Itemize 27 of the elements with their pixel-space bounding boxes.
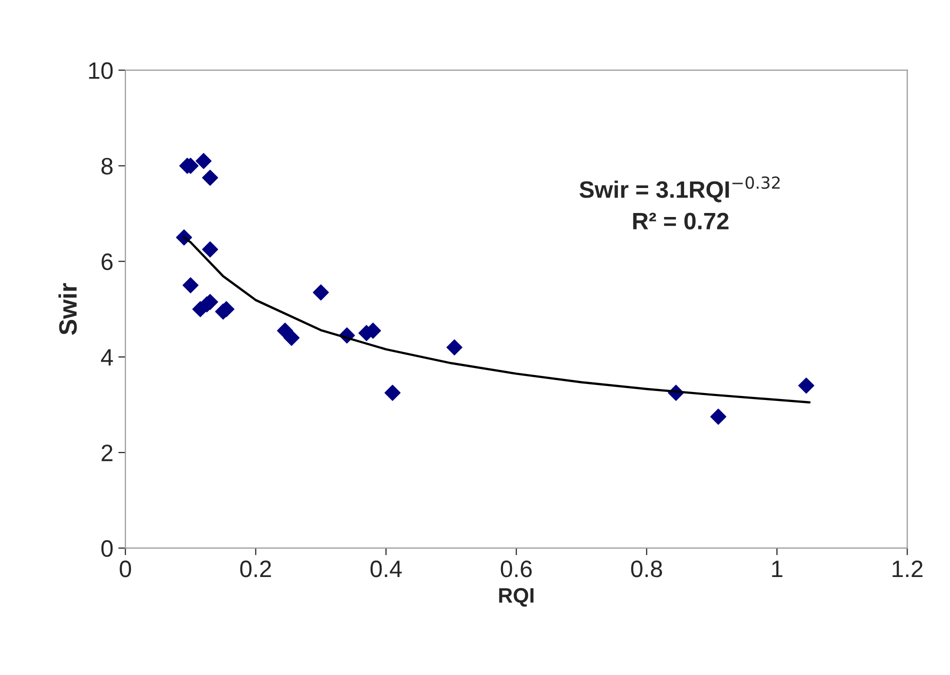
y-tick-label: 0 [101,540,113,557]
x-tick-label: 0 [120,560,132,578]
x-tick-label: 0.4 [370,560,402,578]
y-tick-label: 2 [102,444,112,462]
x-tick-label: 0.6 [500,560,532,578]
y-axis-title: Swir [58,283,77,335]
y-tick-label: 10 [89,62,113,79]
point [202,241,218,258]
point [384,384,401,401]
x-tick-label: 0.2 [240,560,271,578]
x-tick-label: 1 [772,560,782,578]
annotation: Swir = 3.1RQI$^{−0.32}$ [580,176,780,202]
point [196,152,212,170]
x-axis-title: RQI [499,588,534,607]
point [798,378,814,394]
y-tick-label: 6 [102,253,113,270]
y-tick-label: 8 [101,158,113,175]
y-tick-label: 4 [101,349,113,366]
annotation: R² = 0.72 [633,212,728,230]
point [312,284,329,300]
point [182,277,199,294]
point [284,330,300,346]
x-tick-label: 1.2 [892,560,922,578]
point [710,408,726,425]
point [446,339,462,356]
point [202,170,218,186]
x-tick-label: 0.8 [631,560,662,578]
